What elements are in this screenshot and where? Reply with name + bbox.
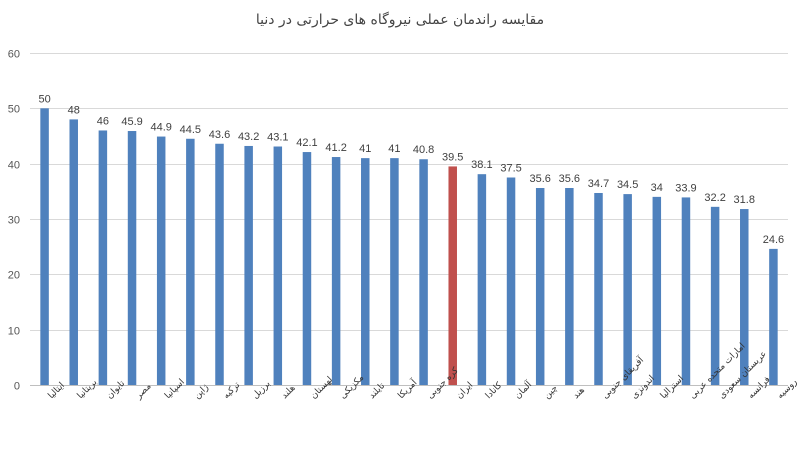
category-label: هند <box>571 385 587 401</box>
data-label: 46 <box>97 115 109 127</box>
data-label: 34.7 <box>588 178 609 190</box>
data-label: 44.9 <box>150 122 171 134</box>
data-label: 31.8 <box>734 194 755 206</box>
data-label: 43.1 <box>267 132 288 144</box>
data-label: 35.6 <box>559 173 580 185</box>
data-label: 43.6 <box>209 129 230 141</box>
bar <box>244 145 253 385</box>
category-label: اندونزی <box>630 374 657 401</box>
bar <box>652 196 662 385</box>
bar <box>740 209 749 385</box>
bar <box>215 143 224 385</box>
y-tick-label: 50 <box>8 104 20 116</box>
bar <box>565 188 574 385</box>
bar <box>594 192 603 385</box>
category-label: اسپانیا <box>163 377 187 401</box>
data-label: 44.5 <box>180 124 201 136</box>
bar <box>710 206 720 385</box>
data-labels: 50 48 46 45.9 44.9 44.5 43.6 43.2 43.1 42.1 41.2 41… <box>38 93 784 246</box>
category-label: تایلند <box>367 381 387 401</box>
data-label: 37.5 <box>500 163 521 175</box>
bar <box>681 197 691 385</box>
data-label: 41 <box>359 143 371 155</box>
category-label: فرانسه <box>746 375 772 401</box>
data-label: 38.1 <box>471 159 492 171</box>
bar <box>623 194 632 385</box>
bar <box>156 136 166 385</box>
y-tick-label: 0 <box>14 381 20 393</box>
bar <box>273 146 283 385</box>
category-label: مصر <box>133 381 153 401</box>
category-label: مکزیکی <box>338 373 366 401</box>
bar <box>69 119 78 386</box>
bar <box>361 158 370 385</box>
bars <box>40 108 778 386</box>
category-label: ترکیه <box>222 380 243 401</box>
category-label: روسیه <box>775 377 799 401</box>
category-label: لهستان <box>309 375 335 401</box>
bar <box>419 159 428 385</box>
category-label: برزیل <box>251 379 273 401</box>
bar <box>302 152 312 385</box>
data-label: 48 <box>68 104 80 116</box>
data-label: 24.6 <box>763 234 784 246</box>
y-tick-label: 20 <box>8 270 20 282</box>
category-label: ایران <box>455 381 476 402</box>
bar <box>331 157 341 385</box>
data-label: 39.5 <box>442 151 463 163</box>
data-label: 40.8 <box>413 144 434 156</box>
data-label: 34.5 <box>617 179 638 191</box>
bar <box>186 138 195 385</box>
category-label: استرالیا <box>659 374 686 401</box>
bar <box>390 158 399 385</box>
category-label: بریتانیا <box>76 377 100 401</box>
bar <box>40 108 49 385</box>
y-tick-label: 30 <box>8 215 20 227</box>
bar <box>769 248 778 385</box>
data-label: 41.2 <box>325 142 346 154</box>
gridlines <box>30 53 788 386</box>
data-label: 32.2 <box>704 192 725 204</box>
data-label: 33.9 <box>675 182 696 194</box>
data-label: 42.1 <box>296 137 317 149</box>
chart-title: مقایسه راندمان عملی نیروگاه های حرارتی د… <box>256 11 544 28</box>
category-label: کانادا <box>484 380 505 401</box>
data-label: 35.6 <box>529 173 550 185</box>
data-label: 45.9 <box>121 116 142 128</box>
bar <box>477 174 487 385</box>
y-tick-label: 60 <box>8 49 20 61</box>
bar <box>98 130 108 385</box>
category-label: تایوان <box>105 378 128 401</box>
data-label: 41 <box>388 143 400 155</box>
bar <box>535 188 545 385</box>
data-label: 50 <box>38 93 50 105</box>
bar <box>506 177 516 385</box>
data-label: 43.2 <box>238 131 259 143</box>
data-label: 34 <box>651 182 663 194</box>
category-label: ایتالیا <box>47 381 67 401</box>
y-axis-ticks: 0 10 20 30 40 50 60 <box>8 49 20 393</box>
y-tick-label: 10 <box>8 326 20 338</box>
bar <box>448 166 457 385</box>
bar <box>127 131 137 385</box>
category-label: آمریکا <box>395 376 420 401</box>
y-tick-label: 40 <box>8 160 20 172</box>
